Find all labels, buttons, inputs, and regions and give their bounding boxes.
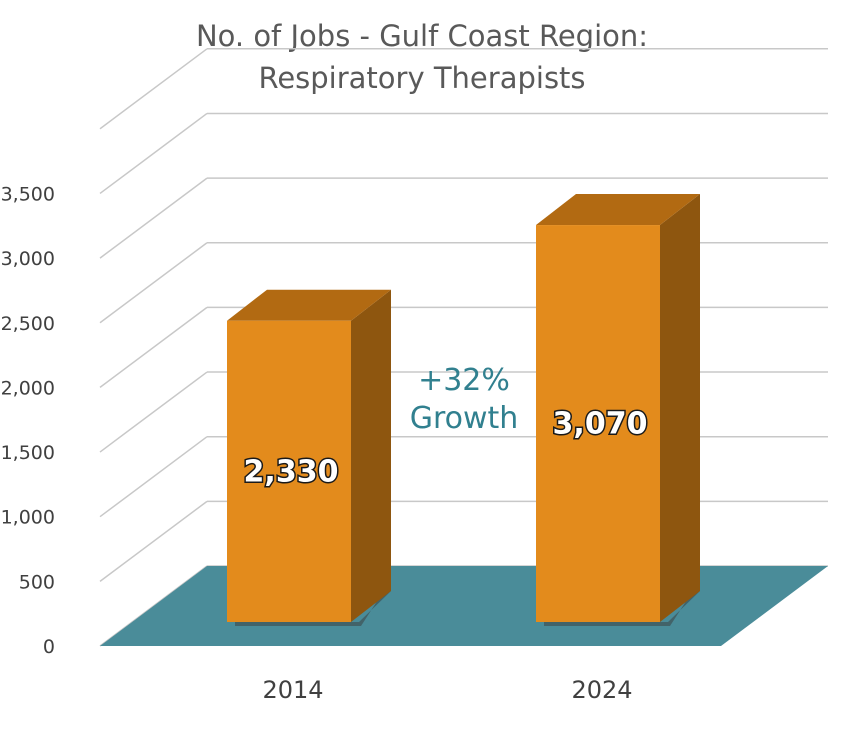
bar-top-0 xyxy=(227,289,391,321)
growth-annotation-line-1: +32% xyxy=(418,363,510,398)
y-tick-label-3: 1,500 xyxy=(1,442,55,464)
gridline-diagonal-1 xyxy=(99,500,208,582)
gridline-diagonal-3 xyxy=(99,371,208,453)
y-tick-label-1: 500 xyxy=(19,571,55,593)
y-tick-label-5: 2,500 xyxy=(1,313,55,335)
bar-shadow-0 xyxy=(235,591,391,626)
y-tick-label-4: 2,000 xyxy=(1,377,55,399)
chart-title-line-1: No. of Jobs - Gulf Coast Region: xyxy=(196,19,648,53)
gridline-diagonal-2 xyxy=(99,436,208,518)
gridline-diagonal-6 xyxy=(99,177,208,259)
bar-side-1 xyxy=(660,194,700,622)
bar-value-label-0: 2,330 xyxy=(244,454,339,489)
gridline-diagonal-4 xyxy=(99,306,208,389)
bar-2014: 2,330 xyxy=(227,289,391,626)
gridline-diagonal-7 xyxy=(99,112,208,195)
x-category-label-1: 2024 xyxy=(571,676,632,704)
gridline-diagonal-5 xyxy=(99,242,208,324)
chart-title-line-2: Respiratory Therapists xyxy=(258,61,585,95)
gridlines xyxy=(99,48,828,647)
chart-floor xyxy=(100,566,828,646)
growth-annotation-line-2: Growth xyxy=(410,401,519,436)
bar-front-1 xyxy=(536,225,660,622)
bars: 2,330 3,070 xyxy=(227,194,700,626)
bar-value-label-1: 3,070 xyxy=(553,407,648,442)
x-category-label-0: 2014 xyxy=(262,676,323,704)
x-axis-categories: 2014 2024 xyxy=(262,676,632,704)
floor-plane xyxy=(100,566,828,646)
bar-top-1 xyxy=(536,194,700,226)
y-axis-ticks: 0 500 1,000 1,500 2,000 2,500 3,000 3,500 xyxy=(1,183,55,658)
y-tick-label-7: 3,500 xyxy=(1,183,55,205)
y-tick-label-6: 3,000 xyxy=(1,248,55,270)
bar-side-0 xyxy=(351,289,391,622)
bar-shadow-1 xyxy=(544,591,700,626)
bar-front-0 xyxy=(227,320,351,622)
y-tick-label-2: 1,000 xyxy=(1,507,55,529)
bar-2024: 3,070 xyxy=(536,194,700,626)
y-tick-label-0: 0 xyxy=(43,636,55,658)
gridline-diagonal-top xyxy=(99,48,208,130)
